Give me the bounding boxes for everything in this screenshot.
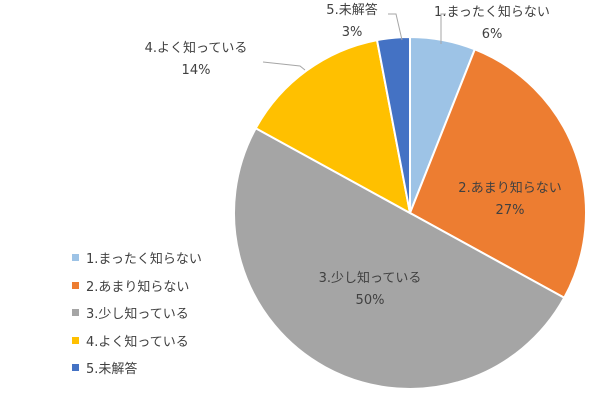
legend-swatch-4 (72, 336, 79, 344)
data-label-value-4: 14% (182, 63, 211, 78)
legend-label-5: 5.未解答 (86, 362, 138, 378)
pie-slice-4 (254, 38, 412, 215)
data-label-value-5: 3% (342, 25, 363, 40)
legend-item-5: 5.未解答 (72, 354, 202, 382)
pie-slice-5 (375, 35, 411, 214)
legend-item-3: 3.少し知っている (72, 299, 202, 327)
data-label-category-2: 2.あまり知らない (458, 180, 561, 196)
legend-swatch-1 (72, 254, 79, 262)
data-labels: 1.まったく知らない 6% 2.あまり知らない 27% 3.少し知っている 50% 4.よく… (145, 2, 562, 308)
legend-item-1: 1.まったく知らない (72, 244, 202, 272)
data-label-value-2: 27% (496, 203, 525, 218)
leader-line-4 (262, 61, 306, 71)
pie-slice-3 (233, 126, 566, 390)
legend-label-2: 2.あまり知らない (86, 279, 190, 295)
legend-item-4: 4.よく知っている (72, 327, 202, 355)
data-label-category-5: 5.未解答 (326, 2, 377, 18)
legend-swatch-5 (72, 364, 79, 372)
pie-slices (233, 35, 587, 390)
legend-label-1: 1.まったく知らない (86, 252, 202, 268)
data-label-value-3: 50% (356, 293, 385, 308)
leader-line-5 (388, 13, 403, 41)
legend-item-2: 2.あまり知らない (72, 272, 202, 300)
leader-line-1 (440, 13, 446, 44)
data-label-category-3: 3.少し知っている (319, 270, 422, 286)
data-label-category-1: 1.まったく知らない (434, 4, 550, 20)
legend-label-4: 4.よく知っている (86, 334, 189, 350)
data-label-value-1: 6% (482, 27, 503, 42)
legend-label-3: 3.少し知っている (86, 307, 189, 323)
legend: 1.まったく知らない 2.あまり知らない 3.少し知っている 4.よく知っている… (72, 244, 202, 382)
data-label-category-4: 4.よく知っている (145, 40, 248, 56)
legend-swatch-2 (72, 281, 79, 289)
pie-slice-2 (408, 48, 587, 300)
legend-swatch-3 (72, 309, 79, 317)
